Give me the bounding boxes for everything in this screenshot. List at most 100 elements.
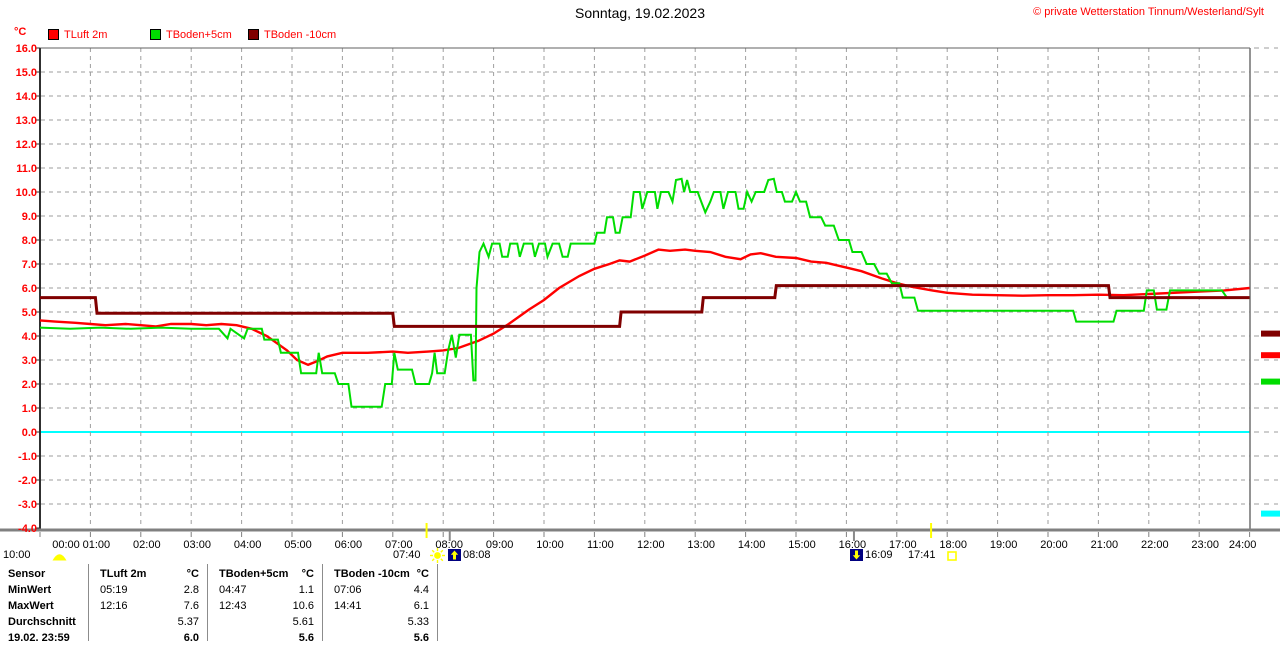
y-tick-label: 15.0 [16,67,37,79]
x-tick-label: 17:00 [889,539,917,551]
y-tick-label: -1.0 [18,451,37,463]
y-tick-label: 13.0 [16,115,37,127]
y-tick-label: 4.0 [22,331,37,343]
y-tick-label: 16.0 [16,43,37,55]
sensor-unit: °C [301,568,314,580]
x-tick-label: 20:00 [1040,539,1068,551]
sensor-unit: °C [186,568,199,580]
y-tick-label: 14.0 [16,91,37,103]
right-edge-mark [1261,378,1280,385]
y-tick-label: -3.0 [18,499,37,511]
x-tick-label: 10:00 [536,539,564,551]
right-edge-mark [1261,330,1280,337]
moonrise-icon [448,549,461,561]
legend-label-tboden5: TBoden+5cm [166,28,232,41]
x-tick-label: 12:00 [637,539,665,551]
y-tick-label: -2.0 [18,475,37,487]
y-tick-label: 6.0 [22,283,37,295]
row-label: MinWert [8,584,52,596]
y-tick-label: -4.0 [18,523,37,535]
x-tick-label: 09:00 [486,539,514,551]
x-tick-label: 22:00 [1141,539,1169,551]
y-tick-label: 1.0 [22,403,37,415]
legend-item-tluft: TLuft 2m [48,28,107,41]
row-label: MaxWert [8,600,54,612]
right-edge-mark [1261,352,1280,359]
legend-item-tboden5: TBoden+5cm [150,28,232,41]
legend-swatch-tboden5 [150,29,161,40]
table-separator [322,564,323,641]
series-line-2 [40,284,1250,328]
y-tick-label: 12.0 [16,139,37,151]
sun-icon [430,548,445,563]
sunrise-time-label: 07:40 [393,549,421,561]
min-time: 05:19 [100,584,128,596]
avg-value: 5.37 [177,616,199,628]
x-tick-label: 03:00 [183,539,211,551]
x-tick-label: 18:00 [939,539,967,551]
moonset-icon [850,549,863,561]
row-label: Durchschnitt [8,616,76,628]
max-value: 6.1 [413,600,429,612]
y-tick-label: 7.0 [22,259,37,271]
x-tick-label: 11:00 [587,539,614,551]
x-tick-label: 21:00 [1091,539,1119,551]
last-value: 6.0 [183,632,199,644]
legend-label-tluft: TLuft 2m [64,28,108,41]
table-row-max: MaxWert 12:16 7.6 12:43 10.6 14:41 6.1 [8,598,448,614]
avg-value: 5.33 [407,616,429,628]
avg-value: 5.61 [292,616,314,628]
last-value: 5.6 [413,632,429,644]
x-tick-label: 13:00 [687,539,715,551]
x-tick-label: 00:00 [52,539,80,551]
x-tick-label: 19:00 [990,539,1018,551]
y-tick-label: 11.0 [16,163,37,175]
y-tick-label: 5.0 [22,307,37,319]
x-tick-label: 08:00 [435,539,463,551]
max-time: 12:43 [219,600,247,612]
max-time: 12:16 [100,600,128,612]
x-tick-label: 14:00 [738,539,766,551]
min-value: 4.4 [413,584,429,596]
y-tick-label: 10.0 [16,187,37,199]
min-time: 04:47 [219,584,247,596]
max-time: 14:41 [334,600,362,612]
x-tick-label: 07:00 [385,539,413,551]
y-tick-label: 3.0 [22,355,37,367]
last-value: 5.6 [298,632,314,644]
table-separator [88,564,89,641]
x-tick-label: 04:00 [234,539,262,551]
sensor-unit: °C [416,568,429,580]
sensor-name: TBoden -10cm [334,568,410,580]
y-tick-label: 9.0 [22,211,37,223]
legend-label-tboden10: TBoden -10cm [264,28,337,41]
x-tick-label: 15:00 [788,539,816,551]
x-tick-label: 06:00 [335,539,363,551]
min-time: 07:06 [334,584,362,596]
legend-swatch-tboden10 [248,29,259,40]
row-label: Sensor [8,568,46,580]
y-tick-label: 2.0 [22,379,37,391]
series-line-0 [39,248,1250,367]
legend-item-tboden10: TBoden -10cm [248,28,336,41]
sunset-time-label: 17:41 [908,549,936,561]
x-tick-label: 05:00 [284,539,312,551]
table-separator [207,564,208,641]
min-value: 2.8 [183,584,199,596]
y-axis-unit-label: °C [14,26,27,38]
x-tick-label: 24:00 [1229,539,1257,551]
min-value: 1.1 [298,584,314,596]
moonset-time-label: 16:09 [865,549,893,561]
x-tick-label: 16:00 [839,539,867,551]
right-edge-mark [1261,510,1280,517]
sensor-name: TLuft 2m [100,568,147,580]
table-row-header: Sensor TLuft 2m °C TBoden+5cm °C TBoden -1… [8,566,448,582]
moon-icon [52,554,67,561]
sensor-name: TBoden+5cm [219,568,289,580]
page-title: Sonntag, 19.02.2023 [574,5,705,21]
moonrise-time-label: 08:08 [463,549,491,561]
x-tick-label: 23:00 [1191,539,1219,551]
row-label: 19.02. 23:59 [8,632,70,644]
x-tick-label: 02:00 [133,539,161,551]
